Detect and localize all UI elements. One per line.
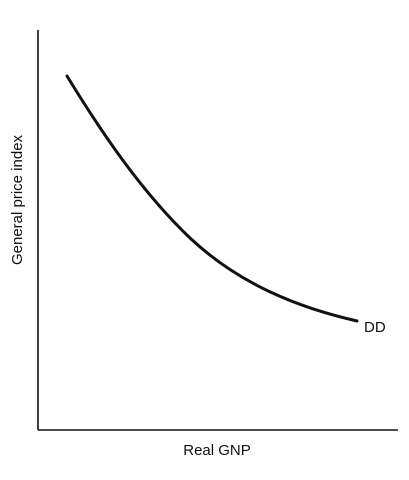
- y-axis-label: General price index: [9, 134, 26, 265]
- demand-curve: [65, 74, 359, 323]
- curve-label: DD: [364, 319, 386, 336]
- x-axis-label: Real GNP: [183, 442, 251, 459]
